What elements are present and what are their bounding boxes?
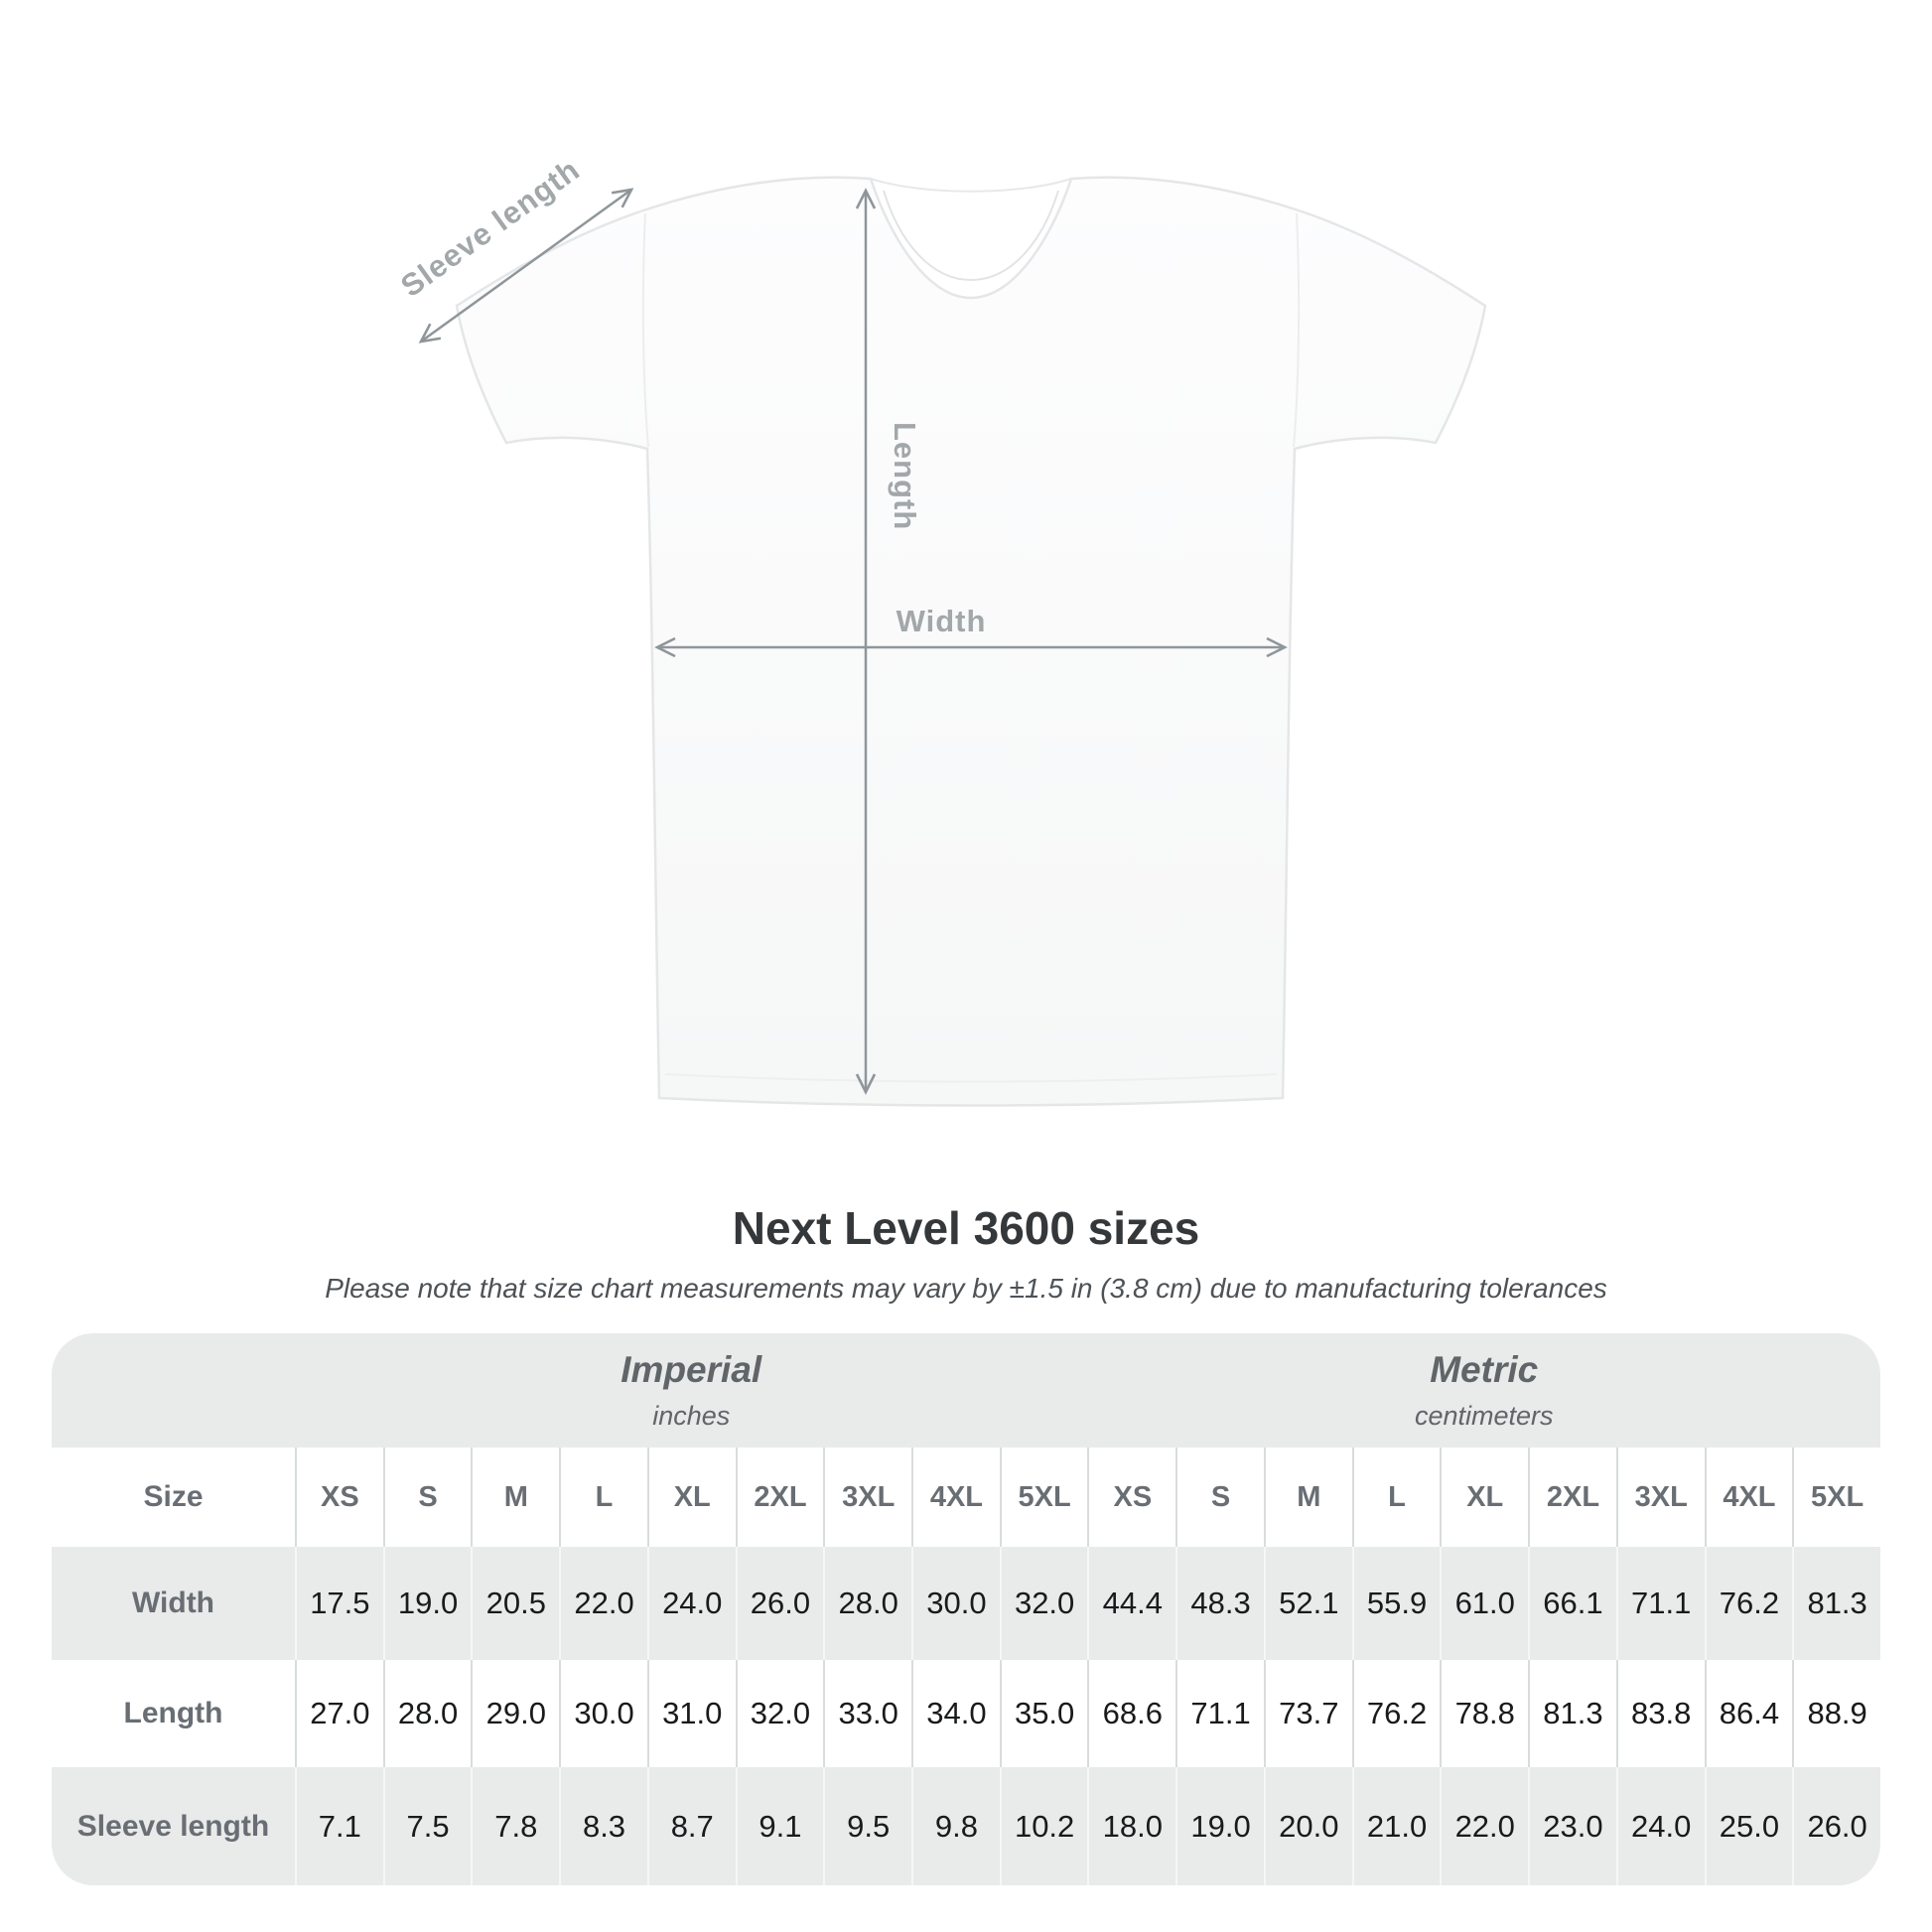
- size-value-cell: 9.8: [911, 1767, 1000, 1885]
- size-value-cell: 28.0: [382, 1660, 472, 1767]
- page-subtitle: Please note that size chart measurements…: [325, 1273, 1607, 1304]
- size-col-header: 5XL: [999, 1448, 1088, 1547]
- size-value-cell: 76.2: [1704, 1547, 1793, 1660]
- imperial-header: Imperial inches: [295, 1333, 1087, 1448]
- size-value-cell: 81.3: [1528, 1660, 1616, 1767]
- size-value-cell: 71.1: [1175, 1660, 1264, 1767]
- size-value-cell: 27.0: [295, 1660, 383, 1767]
- size-col-header: 3XL: [1615, 1448, 1705, 1547]
- imperial-header-name: Imperial: [621, 1349, 762, 1390]
- size-col-header: 5XL: [1792, 1448, 1880, 1547]
- size-value-cell: 83.8: [1615, 1660, 1705, 1767]
- size-col-header: XL: [646, 1448, 736, 1547]
- size-value-cell: 19.0: [1175, 1767, 1264, 1885]
- length-label: Length: [888, 422, 922, 530]
- size-value-cell: 25.0: [1704, 1767, 1793, 1885]
- size-value-cell: 19.0: [382, 1547, 472, 1660]
- size-value-cell: 78.8: [1440, 1660, 1529, 1767]
- left-sleeve-seam: [641, 212, 649, 448]
- tshirt-diagram: Length Width Sleeve length: [394, 152, 1487, 1107]
- size-value-cell: 32.0: [999, 1547, 1088, 1660]
- tshirt-graphic: [455, 176, 1487, 1107]
- table-corner-spacer: [52, 1333, 295, 1448]
- size-value-cell: 7.5: [382, 1767, 472, 1885]
- measurement-arrows: [418, 188, 1288, 1095]
- size-col-header: M: [471, 1448, 560, 1547]
- size-value-cell: 48.3: [1175, 1547, 1264, 1660]
- row-label: Width: [131, 1587, 215, 1619]
- size-value-cell: 22.0: [1440, 1767, 1528, 1885]
- size-value-cell: 52.1: [1263, 1547, 1352, 1660]
- size-col-header: 2XL: [1528, 1448, 1616, 1547]
- size-col-header: 2XL: [735, 1448, 824, 1547]
- size-value-cell: 23.0: [1528, 1767, 1616, 1885]
- collar-band-line: [883, 190, 1059, 282]
- size-row-header: Size: [52, 1448, 295, 1547]
- size-col-header: L: [1351, 1448, 1441, 1547]
- sleeve-length-arrow: [418, 188, 634, 344]
- size-value-cell: 17.5: [295, 1547, 383, 1660]
- size-value-cell: 44.4: [1087, 1547, 1175, 1660]
- size-value-cell: 7.1: [295, 1767, 383, 1885]
- size-col-header: XS: [295, 1448, 383, 1547]
- right-sleeve-seam: [1293, 212, 1301, 448]
- metric-header-name: Metric: [1430, 1349, 1539, 1390]
- size-value-cell: 9.1: [735, 1767, 824, 1885]
- tshirt-body: [455, 176, 1487, 1107]
- size-value-cell: 8.7: [646, 1767, 736, 1885]
- size-value-cell: 31.0: [646, 1660, 736, 1767]
- size-col-header: 3XL: [823, 1448, 912, 1547]
- size-col-header: M: [1263, 1448, 1352, 1547]
- row-label: Sleeve length: [76, 1809, 270, 1843]
- size-value-cell: 28.0: [823, 1547, 911, 1660]
- size-value-cell: 18.0: [1087, 1767, 1175, 1885]
- width-label: Width: [897, 604, 987, 638]
- size-value-cell: 34.0: [911, 1660, 1000, 1767]
- size-value-cell: 22.0: [559, 1547, 647, 1660]
- size-col-header: XS: [1087, 1448, 1176, 1547]
- size-value-cell: 30.0: [911, 1547, 1000, 1660]
- size-value-cell: 21.0: [1351, 1767, 1441, 1885]
- size-value-cell: 26.0: [735, 1547, 824, 1660]
- size-value-cell: 86.4: [1704, 1660, 1793, 1767]
- metric-header: Metric centimeters: [1087, 1333, 1880, 1448]
- imperial-header-unit: inches: [652, 1401, 731, 1431]
- size-value-cell: 7.8: [471, 1767, 559, 1885]
- size-col-header: L: [559, 1448, 647, 1547]
- page-title: Next Level 3600 sizes: [732, 1202, 1200, 1254]
- size-col-header: S: [1175, 1448, 1264, 1547]
- size-value-cell: 73.7: [1263, 1660, 1352, 1767]
- size-value-cell: 33.0: [823, 1660, 912, 1767]
- size-value-cell: 20.0: [1263, 1767, 1352, 1885]
- size-value-cell: 55.9: [1351, 1547, 1441, 1660]
- collar-back-line: [870, 178, 1072, 193]
- metric-header-unit: centimeters: [1414, 1401, 1554, 1431]
- size-value-cell: 81.3: [1792, 1547, 1880, 1660]
- size-value-cell: 26.0: [1792, 1767, 1880, 1885]
- size-col-header: XL: [1440, 1448, 1529, 1547]
- size-col-header: S: [382, 1448, 472, 1547]
- size-value-cell: 68.6: [1087, 1660, 1176, 1767]
- size-value-cell: 20.5: [471, 1547, 559, 1660]
- row-label: Length: [52, 1660, 295, 1767]
- size-value-cell: 9.5: [823, 1767, 911, 1885]
- size-table: Imperial inches Metric centimeters Size X…: [52, 1333, 1880, 1885]
- size-col-header: 4XL: [1704, 1448, 1793, 1547]
- hem-stitch-line: [664, 1073, 1278, 1083]
- size-value-cell: 66.1: [1528, 1547, 1616, 1660]
- size-value-cell: 35.0: [999, 1660, 1088, 1767]
- size-value-cell: 24.0: [646, 1547, 736, 1660]
- size-value-cell: 8.3: [559, 1767, 647, 1885]
- size-value-cell: 32.0: [735, 1660, 824, 1767]
- size-value-cell: 88.9: [1792, 1660, 1880, 1767]
- size-value-cell: 30.0: [559, 1660, 647, 1767]
- size-col-header: 4XL: [911, 1448, 1000, 1547]
- size-value-cell: 29.0: [471, 1660, 560, 1767]
- size-value-cell: 10.2: [999, 1767, 1088, 1885]
- size-value-cell: 71.1: [1615, 1547, 1705, 1660]
- size-value-cell: 24.0: [1615, 1767, 1705, 1885]
- size-value-cell: 61.0: [1440, 1547, 1528, 1660]
- size-value-cell: 76.2: [1351, 1660, 1441, 1767]
